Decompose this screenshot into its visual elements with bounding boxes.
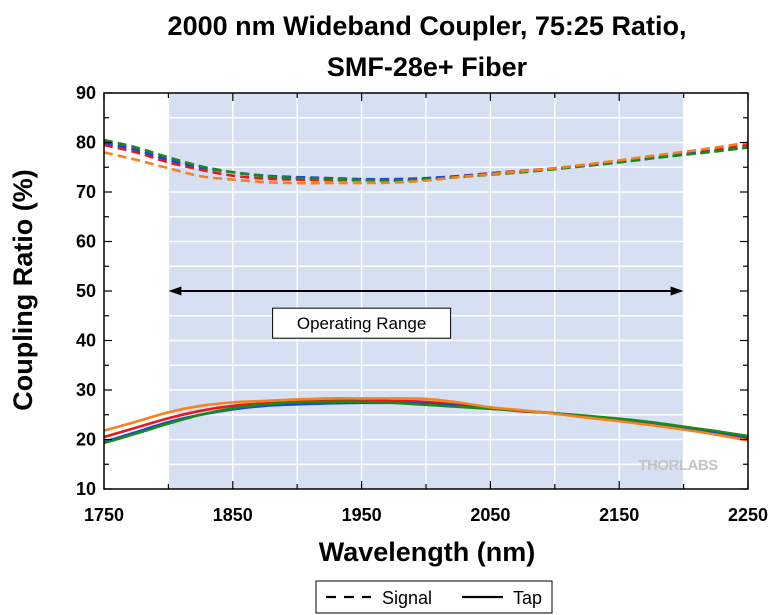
y-tick-label-60: 60 xyxy=(76,232,96,252)
y-tick-label-20: 20 xyxy=(76,430,96,450)
arrow-head-left xyxy=(168,286,182,296)
legend-signal-label: Signal xyxy=(382,588,432,608)
grid-lines xyxy=(104,93,748,489)
chart-title-line-1: 2000 nm Wideband Coupler, 75:25 Ratio, xyxy=(168,11,687,41)
x-tick-label-2050: 2050 xyxy=(470,505,510,525)
x-tick-label-2250: 2250 xyxy=(728,505,768,525)
x-tick-label-2150: 2150 xyxy=(599,505,639,525)
x-tick-label-1750: 1750 xyxy=(84,505,124,525)
y-tick-label-30: 30 xyxy=(76,380,96,400)
operating-range-label-box xyxy=(272,307,452,339)
legend-tap-label: Tap xyxy=(513,588,542,608)
operating-range-annotation: Operating Range xyxy=(168,286,684,339)
x-axis-tick-labels: 1750 1850 1950 2050 2150 2250 xyxy=(84,505,768,525)
arrow-head-right xyxy=(670,286,684,296)
data-series xyxy=(103,138,749,445)
axis-ticks xyxy=(103,92,749,490)
legend-box xyxy=(315,580,553,614)
thorlabs-watermark: THORLABS xyxy=(638,457,718,474)
signal-series-line-4 xyxy=(103,141,749,185)
x-tick-label-1950: 1950 xyxy=(342,505,382,525)
legend: Signal Tap xyxy=(315,580,553,614)
y-tick-label-40: 40 xyxy=(76,331,96,351)
signal-series-line-3 xyxy=(103,138,749,182)
y-axis-title: Coupling Ratio (%) xyxy=(8,169,38,410)
y-tick-label-50: 50 xyxy=(76,281,96,301)
y-tick-label-70: 70 xyxy=(76,182,96,202)
operating-range-label: Operating Range xyxy=(297,314,426,333)
x-tick-label-1850: 1850 xyxy=(213,505,253,525)
y-tick-label-80: 80 xyxy=(76,133,96,153)
tap-series-line-4 xyxy=(103,397,749,442)
y-tick-label-10: 10 xyxy=(76,479,96,499)
chart-title-line-2: SMF-28e+ Fiber xyxy=(327,52,528,82)
x-axis-title: Wavelength (nm) xyxy=(319,537,536,567)
y-axis-tick-labels: 10 20 30 40 50 60 70 80 90 xyxy=(76,83,96,499)
tap-series-line-3 xyxy=(103,400,749,445)
y-tick-label-90: 90 xyxy=(76,83,96,103)
